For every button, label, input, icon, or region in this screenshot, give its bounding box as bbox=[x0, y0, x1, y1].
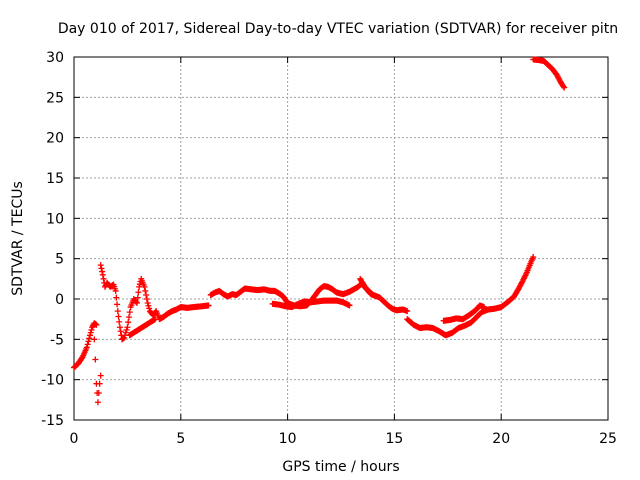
data-point bbox=[98, 265, 105, 272]
data-point bbox=[115, 313, 122, 320]
chart-title: Day 010 of 2017, Sidereal Day-to-day VTE… bbox=[58, 21, 618, 37]
data-point bbox=[152, 316, 159, 323]
data-point bbox=[86, 335, 93, 342]
x-axis-label: GPS time / hours bbox=[282, 459, 399, 475]
y-tick-label: 20 bbox=[46, 131, 64, 147]
data-point bbox=[126, 309, 133, 316]
data-point bbox=[97, 262, 104, 269]
data-point bbox=[370, 291, 377, 298]
y-axis-label: SDTVAR / TECUs bbox=[10, 181, 26, 296]
y-tick-label: 5 bbox=[55, 252, 64, 268]
data-point bbox=[114, 308, 121, 315]
data-point bbox=[94, 399, 101, 406]
data-point bbox=[561, 84, 568, 91]
y-tick-label: 10 bbox=[46, 211, 64, 227]
x-tick-label: 20 bbox=[492, 431, 510, 447]
data-point bbox=[136, 283, 143, 290]
data-point bbox=[125, 319, 132, 326]
data-point bbox=[205, 302, 212, 309]
axis-ticks bbox=[73, 56, 609, 421]
data-point bbox=[83, 344, 90, 351]
y-tick-label: -10 bbox=[41, 373, 64, 389]
data-point bbox=[116, 324, 123, 331]
data-point bbox=[143, 296, 150, 302]
data-point bbox=[146, 305, 153, 312]
data-point bbox=[369, 291, 376, 298]
data-point bbox=[141, 283, 148, 290]
grid bbox=[74, 57, 608, 420]
data-point bbox=[560, 83, 567, 90]
data-point bbox=[100, 275, 107, 282]
data-point bbox=[134, 294, 141, 301]
data-point bbox=[145, 302, 152, 309]
x-tick-label: 5 bbox=[176, 431, 185, 447]
y-tick-label: -15 bbox=[41, 413, 64, 429]
data-point bbox=[114, 301, 121, 308]
data-point bbox=[126, 314, 133, 321]
x-tick-label: 0 bbox=[70, 431, 79, 447]
data-point bbox=[134, 300, 141, 307]
plot-frame bbox=[73, 56, 609, 421]
y-tick-label: -5 bbox=[50, 332, 64, 348]
data-point bbox=[88, 326, 95, 333]
data-point bbox=[117, 328, 124, 335]
tick-labels: 0 5 10 15 20 25 -15 -10 -5 0 5 10 15 20 25 30 bbox=[41, 50, 617, 447]
data-point bbox=[113, 294, 120, 301]
y-tick-label: 0 bbox=[55, 292, 64, 308]
data-point bbox=[95, 389, 102, 396]
data-point bbox=[99, 268, 106, 275]
data-point bbox=[530, 254, 537, 261]
data-point bbox=[85, 338, 92, 345]
data-point bbox=[112, 287, 119, 294]
data-point bbox=[87, 329, 94, 336]
data-point bbox=[143, 291, 150, 298]
data-series-sdtvar bbox=[71, 56, 568, 406]
data-point bbox=[84, 341, 91, 348]
data-point bbox=[124, 324, 131, 331]
y-tick-label: 15 bbox=[46, 171, 64, 187]
data-point bbox=[87, 332, 94, 339]
data-point bbox=[404, 308, 411, 315]
data-point bbox=[93, 321, 100, 328]
data-point bbox=[99, 271, 106, 278]
data-point bbox=[135, 289, 142, 296]
data-point bbox=[133, 299, 140, 306]
data-point bbox=[346, 302, 353, 309]
y-tick-label: 25 bbox=[46, 90, 64, 106]
data-point bbox=[96, 380, 103, 387]
data-point bbox=[481, 304, 488, 311]
x-tick-label: 10 bbox=[279, 431, 297, 447]
y-tick-label: 30 bbox=[46, 50, 64, 66]
data-point bbox=[116, 318, 123, 325]
data-point bbox=[144, 300, 151, 307]
data-point bbox=[91, 336, 98, 343]
data-point bbox=[97, 372, 104, 379]
x-tick-label: 15 bbox=[385, 431, 403, 447]
data-point bbox=[142, 287, 149, 294]
data-point bbox=[136, 281, 143, 288]
x-tick-label: 25 bbox=[599, 431, 617, 447]
data-point bbox=[92, 356, 99, 363]
